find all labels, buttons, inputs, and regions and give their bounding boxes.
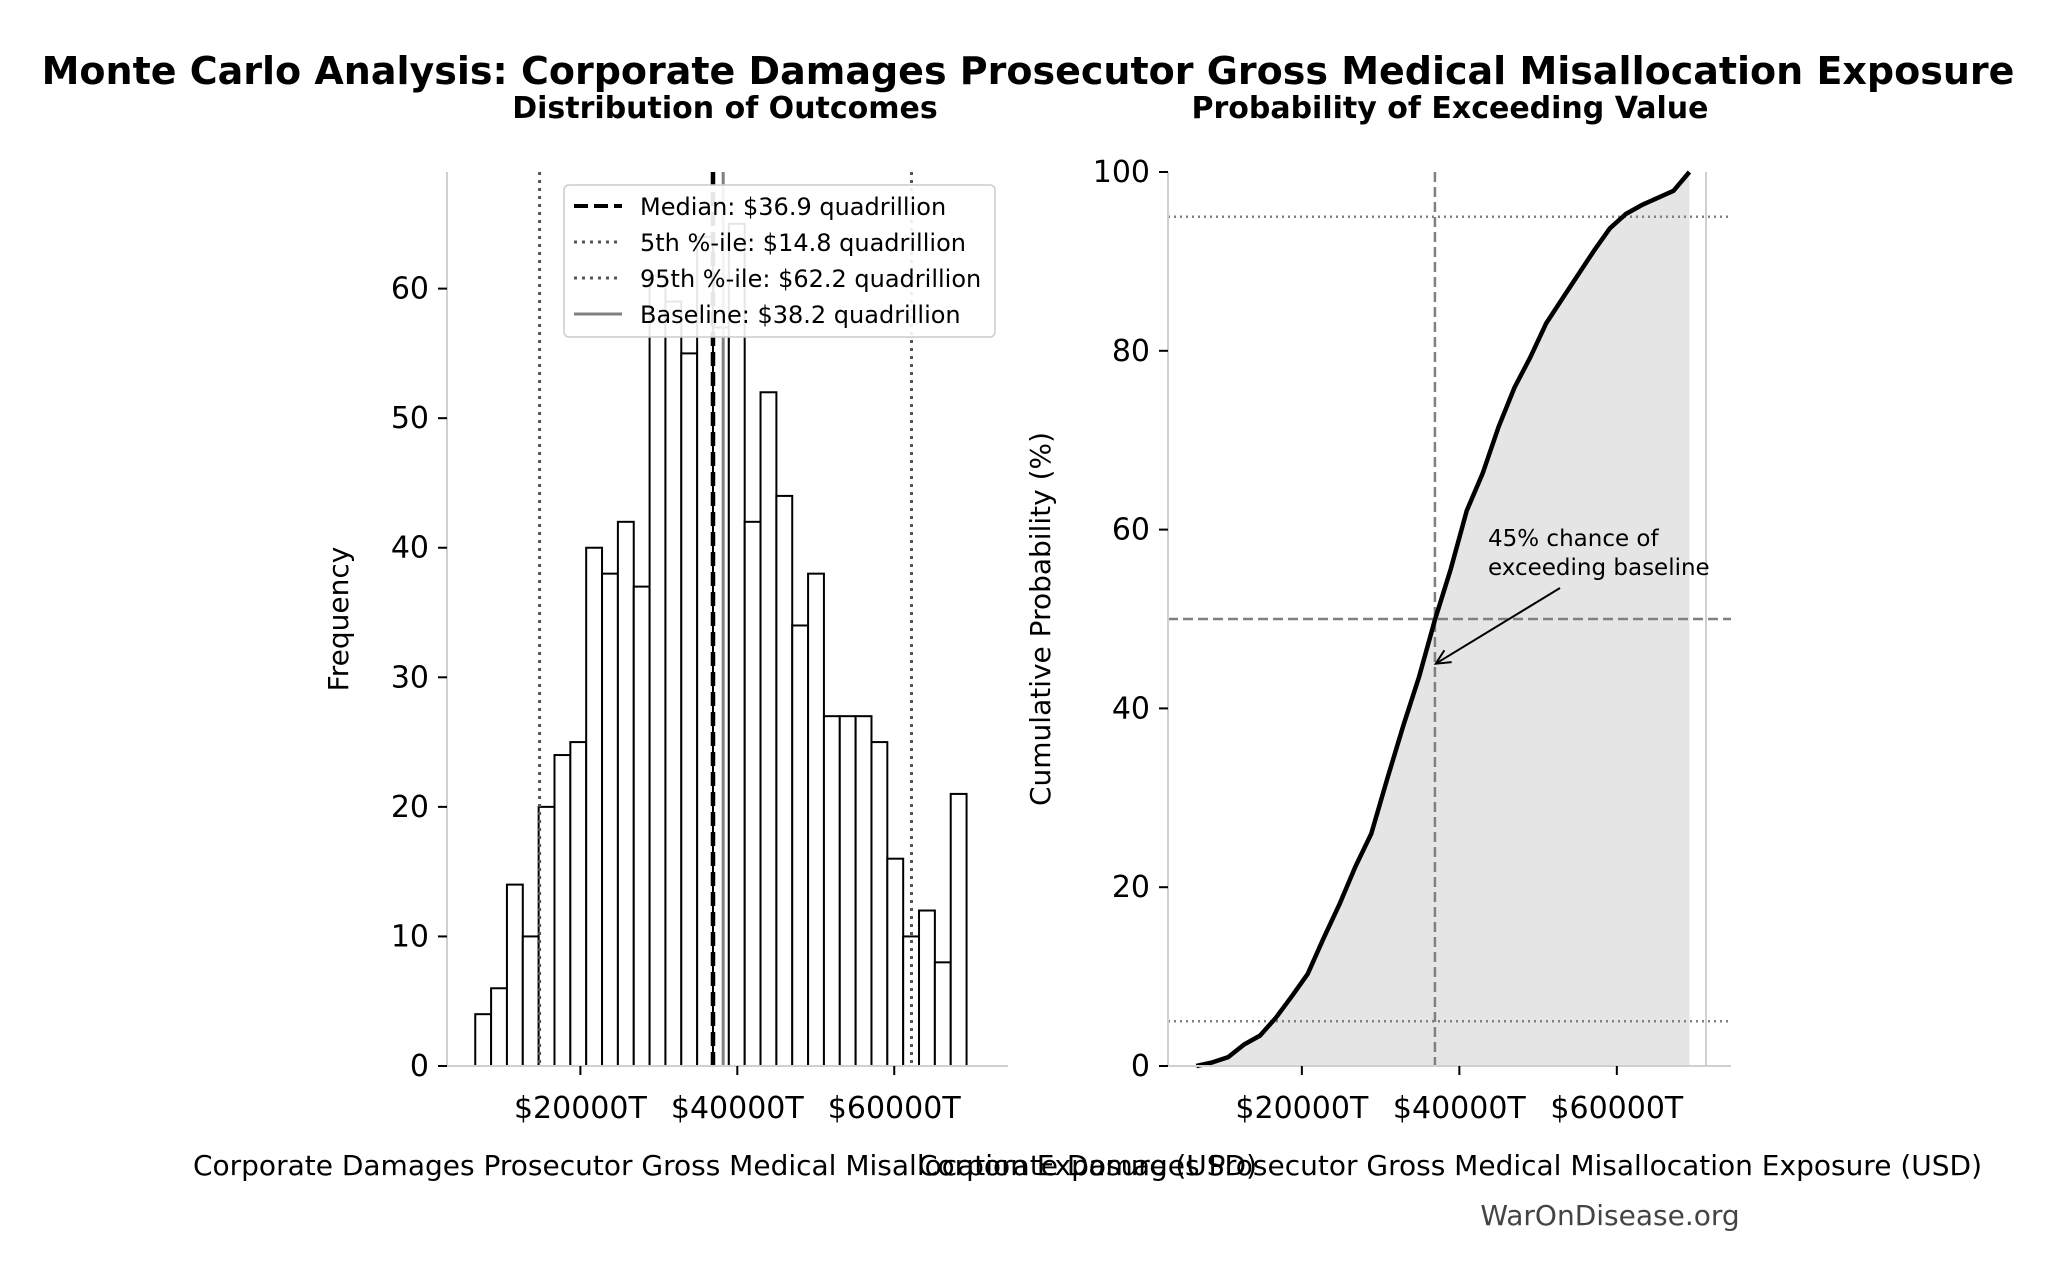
- x-tick-label: $20000T: [514, 1091, 648, 1126]
- histogram-axes: 0 10 20 30 40 50 60 $20000T $40000T $60000T: [391, 172, 1008, 1126]
- legend-p95-label: 95th %-ile: $62.2 quadrillion: [640, 265, 981, 293]
- legend-entry-median: Median: $36.9 quadrillion: [574, 193, 946, 221]
- legend-baseline-label: Baseline: $38.2 quadrillion: [640, 301, 961, 329]
- y-tick-label: 80: [1112, 334, 1150, 369]
- histogram-bar: [632, 585, 651, 1067]
- y-tick-label: 20: [391, 790, 429, 825]
- cdf-title: Probability of Exceeding Value: [1191, 91, 1708, 126]
- legend-entry-p5: 5th %-ile: $14.8 quadrillion: [574, 229, 966, 257]
- histogram-y-ticks: 0 10 20 30 40 50 60: [391, 272, 447, 1084]
- histogram-bar: [918, 909, 936, 1067]
- histogram-bar: [759, 391, 778, 1067]
- histogram-x-label: Corporate Damages Prosecutor Gross Medic…: [193, 1149, 1257, 1182]
- y-tick-label: 40: [391, 531, 429, 566]
- y-tick-label: 0: [410, 1049, 429, 1084]
- histogram-bar: [949, 792, 968, 1067]
- histogram-bar: [933, 961, 952, 1068]
- histogram-bar: [680, 352, 699, 1067]
- y-tick-label: 10: [391, 919, 429, 954]
- histogram-bar: [474, 1013, 493, 1067]
- cdf-annotation: 45% chance of exceeding baseline: [1433, 526, 1710, 665]
- cdf-x-label: Corporate Damages Prosecutor Gross Medic…: [918, 1149, 1982, 1182]
- histogram-bar: [743, 520, 762, 1067]
- histogram-bar: [616, 520, 635, 1067]
- y-tick-label: 0: [1131, 1049, 1150, 1084]
- histogram-bar: [775, 494, 794, 1068]
- y-tick-label: 50: [391, 401, 429, 436]
- y-tick-label: 20: [1112, 870, 1150, 905]
- histogram-legend: Median: $36.9 quadrillion 5th %-ile: $14…: [563, 184, 996, 338]
- cdf-x-ticks: $20000T $40000T $60000T: [1235, 1066, 1684, 1126]
- histogram-bar: [886, 857, 905, 1068]
- histogram-bar: [838, 715, 857, 1067]
- y-tick-label: 40: [1112, 691, 1150, 726]
- histogram-bar: [870, 741, 889, 1068]
- histogram-bars: [474, 222, 968, 1068]
- histogram-bar: [822, 715, 841, 1067]
- legend-entry-p95: 95th %-ile: $62.2 quadrillion: [574, 265, 981, 293]
- histogram-bar: [727, 222, 746, 1067]
- legend-p5-label: 5th %-ile: $14.8 quadrillion: [640, 229, 966, 257]
- legend-median-label: Median: $36.9 quadrillion: [640, 193, 946, 221]
- histogram-bar: [854, 715, 873, 1067]
- cdf-reference-lines: [1168, 172, 1731, 1066]
- histogram-bar: [711, 326, 730, 1067]
- histogram-bar: [807, 572, 825, 1067]
- histogram-bar: [505, 883, 524, 1068]
- histogram-bar: [569, 741, 588, 1068]
- histogram-bar: [648, 274, 667, 1067]
- x-tick-label: $60000T: [828, 1091, 962, 1126]
- histogram-y-label: Frequency: [322, 547, 355, 692]
- x-tick-label: $60000T: [1550, 1091, 1684, 1126]
- annotation-line-2: exceeding baseline: [1488, 555, 1710, 581]
- y-tick-label: 30: [391, 660, 429, 695]
- legend-frame: [563, 184, 996, 338]
- histogram-bar: [696, 235, 714, 1068]
- annotation-arrowhead: [1433, 649, 1452, 665]
- annotation-arrow: [1435, 587, 1561, 665]
- histogram-title: Distribution of Outcomes: [512, 91, 938, 126]
- histogram-bar: [521, 935, 540, 1067]
- watermark: WarOnDisease.org: [1480, 1199, 1739, 1232]
- legend-entry-baseline: Baseline: $38.2 quadrillion: [574, 301, 961, 329]
- y-tick-label: 60: [391, 272, 429, 307]
- x-tick-label: $20000T: [1235, 1091, 1369, 1126]
- cdf-axes: 0 20 40 60 80 100 $20000T $40000T $60000T: [1093, 155, 1731, 1126]
- histogram-panel: Distribution of Outcomes 0 10 20 30 40 50 60 $…: [193, 91, 1257, 1182]
- x-tick-label: $40000T: [671, 1091, 805, 1126]
- x-tick-label: $40000T: [1393, 1091, 1527, 1126]
- histogram-x-ticks: $20000T $40000T $60000T: [514, 1066, 961, 1126]
- histogram-bar: [791, 624, 810, 1067]
- histogram-bar: [601, 572, 619, 1067]
- y-tick-label: 60: [1112, 513, 1150, 548]
- histogram-bar: [664, 300, 683, 1067]
- histogram-bar: [585, 546, 604, 1067]
- histogram-bar: [490, 987, 508, 1067]
- figure-title: Monte Carlo Analysis: Corporate Damages …: [42, 49, 2015, 93]
- cdf-y-ticks: 0 20 40 60 80 100: [1093, 155, 1168, 1084]
- annotation-line-1: 45% chance of: [1488, 526, 1660, 552]
- cdf-panel: Probability of Exceeding Value 0 20 40 60 80…: [918, 91, 1982, 1182]
- cdf-curve: [1195, 170, 1692, 1069]
- histogram-bar: [553, 754, 572, 1067]
- cdf-y-label: Cumulative Probability (%): [1024, 432, 1057, 806]
- y-tick-label: 100: [1093, 155, 1150, 190]
